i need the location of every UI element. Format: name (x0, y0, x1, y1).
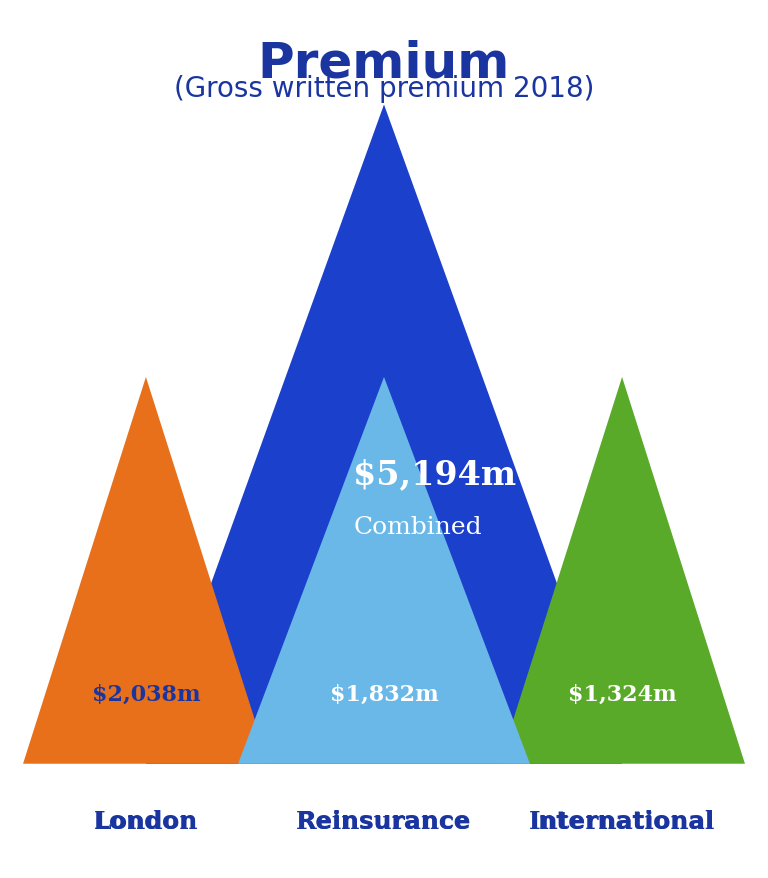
Text: Premium: Premium (258, 40, 510, 88)
Text: Combined: Combined (353, 515, 482, 538)
Text: International: International (530, 809, 714, 833)
Text: London: London (94, 809, 198, 833)
Text: Reinsurance: Reinsurance (296, 809, 472, 833)
Polygon shape (146, 105, 622, 764)
Text: $1,832m: $1,832m (329, 682, 439, 705)
Text: London: London (94, 809, 198, 833)
Polygon shape (499, 378, 745, 764)
Polygon shape (23, 378, 269, 764)
Polygon shape (238, 378, 530, 764)
Text: Reinsurance: Reinsurance (296, 809, 472, 833)
Text: $2,038m: $2,038m (91, 682, 200, 705)
Text: $5,194m: $5,194m (353, 457, 516, 491)
Text: (Gross written premium 2018): (Gross written premium 2018) (174, 75, 594, 103)
Text: International: International (529, 809, 715, 833)
Text: $1,324m: $1,324m (568, 682, 677, 705)
